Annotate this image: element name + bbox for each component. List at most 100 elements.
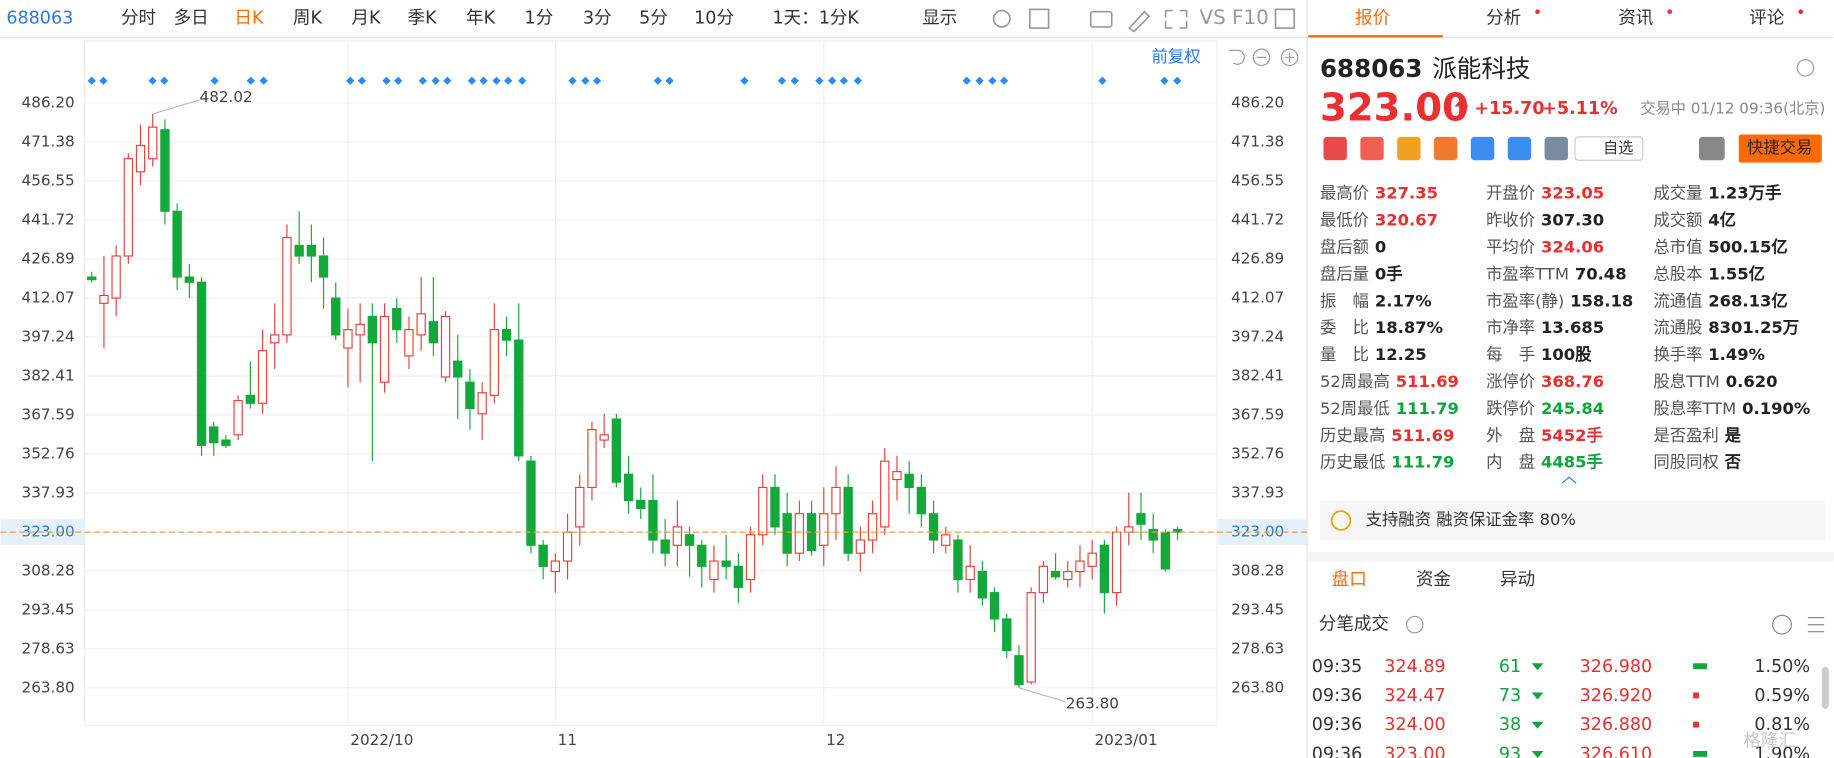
panel-tab[interactable]: 报价 [1355,9,1390,29]
event-marker[interactable] [962,76,971,85]
panel-tab[interactable]: 分析 [1486,9,1521,29]
candle-body [977,570,988,599]
candle-body [331,297,341,336]
candle-body [697,544,707,567]
toolbar-tab[interactable]: 日K [234,9,264,29]
reset-icon[interactable] [1228,49,1245,65]
event-marker[interactable] [1173,76,1182,85]
event-marker[interactable] [259,76,268,85]
candle-body [1148,528,1158,541]
stat-value: 111.79 [1391,453,1454,472]
candle-body [611,418,622,483]
toolbar-tab[interactable]: 显示 [922,9,957,29]
settings[interactable] [1796,59,1815,77]
stat-value: 511.69 [1391,426,1454,445]
event-marker[interactable] [87,76,96,85]
event-marker[interactable] [815,76,824,85]
stat-value: 327.35 [1375,184,1438,203]
scrollbar[interactable] [1821,666,1829,709]
event-marker[interactable] [492,76,501,85]
toolbar-tab[interactable]: 分时 [121,9,156,29]
event-marker[interactable] [975,76,984,85]
stat-label: 盘后额 [1320,237,1369,256]
toolbar-tab[interactable]: 季K [408,9,438,29]
trade-button[interactable] [1738,134,1822,163]
toolbar-tab[interactable]: 3分 [583,9,612,29]
more[interactable] [1772,614,1792,635]
settings-icon[interactable] [992,9,1011,28]
candle-body [172,210,182,278]
toolbar-tab[interactable]: 多日 [174,9,209,29]
feature-icon[interactable] [1360,136,1384,161]
event-marker[interactable] [592,76,602,85]
toolbar-tab[interactable]: 月K [351,9,381,29]
toolbar-tab[interactable]: 10分 [694,9,734,29]
event-marker[interactable] [790,76,799,85]
feature-icon[interactable] [1397,136,1421,161]
zoom-out[interactable] [1252,48,1271,67]
event-marker[interactable] [988,76,997,85]
subtab[interactable]: 资金 [1416,570,1452,590]
panel-tab[interactable]: 资讯 [1618,9,1653,29]
event-marker[interactable] [357,76,367,85]
event-marker[interactable] [467,76,477,85]
event-marker[interactable] [394,76,403,85]
candle-body [123,158,134,257]
toolbar-tab[interactable]: 1天：1分K [773,9,860,29]
toolbar-tab[interactable]: 年K [466,9,496,29]
stock-code: 688063 [6,9,73,29]
fullscreen-icon[interactable] [1164,9,1188,29]
candle-body [1160,531,1171,570]
event-marker[interactable] [210,76,219,85]
subtab[interactable]: 异动 [1500,570,1535,590]
event-marker[interactable] [777,76,787,85]
event-marker[interactable] [160,76,169,85]
candle-body [453,360,463,378]
event-marker[interactable] [504,76,513,85]
event-marker[interactable] [431,76,440,85]
event-marker[interactable] [1160,76,1169,85]
y-tick-label-right: 426.89 [1231,249,1284,267]
stat-value: 307.30 [1541,211,1604,230]
feature-icon[interactable] [1507,136,1532,161]
event-marker[interactable] [518,76,527,85]
event-marker[interactable] [665,76,674,85]
feature-icon[interactable] [1434,136,1458,161]
trade-price: 324.47 [1384,686,1445,706]
adjust-button[interactable]: 前复权 [1152,47,1201,66]
panel-icon[interactable] [1274,8,1296,29]
event-marker[interactable] [443,76,452,85]
y-tick-label: 263.80 [22,678,75,696]
expand[interactable] [1561,476,1577,484]
event-marker[interactable] [1000,76,1009,85]
watch-button[interactable] [1574,136,1644,161]
candle-body [209,426,219,444]
zoom-in[interactable] [1280,48,1299,67]
event-marker[interactable] [99,76,108,85]
feature-icon[interactable] [1544,136,1568,161]
trades-title: 分笔成交 [1319,615,1389,635]
subtab[interactable]: 盘口 [1332,570,1367,590]
event-marker[interactable] [853,76,863,85]
candle-body [928,513,939,541]
event-marker[interactable] [828,76,837,85]
event-marker[interactable] [246,76,255,85]
event-marker[interactable] [653,76,663,85]
pen-icon[interactable] [1128,10,1151,33]
annotation: 263.80 [1066,695,1119,713]
feature-icon[interactable] [1323,136,1347,161]
camera-icon[interactable] [1089,10,1113,28]
down-arrow [1531,750,1544,758]
event-marker[interactable] [740,76,749,85]
vs-f10[interactable]: VS F10 [1199,6,1268,29]
annotation-line [1018,687,1066,703]
candle-body [501,329,512,341]
alert-icon[interactable] [1698,136,1725,161]
toolbar-tab[interactable]: 5分 [639,9,668,29]
toolbar-tab[interactable]: 周K [293,9,323,29]
event-marker[interactable] [568,76,577,85]
draw-icon[interactable] [1029,8,1050,29]
toolbar-tab[interactable]: 1分 [525,9,554,29]
feature-icon[interactable] [1470,136,1495,161]
panel-tab[interactable]: 评论 [1749,9,1785,29]
